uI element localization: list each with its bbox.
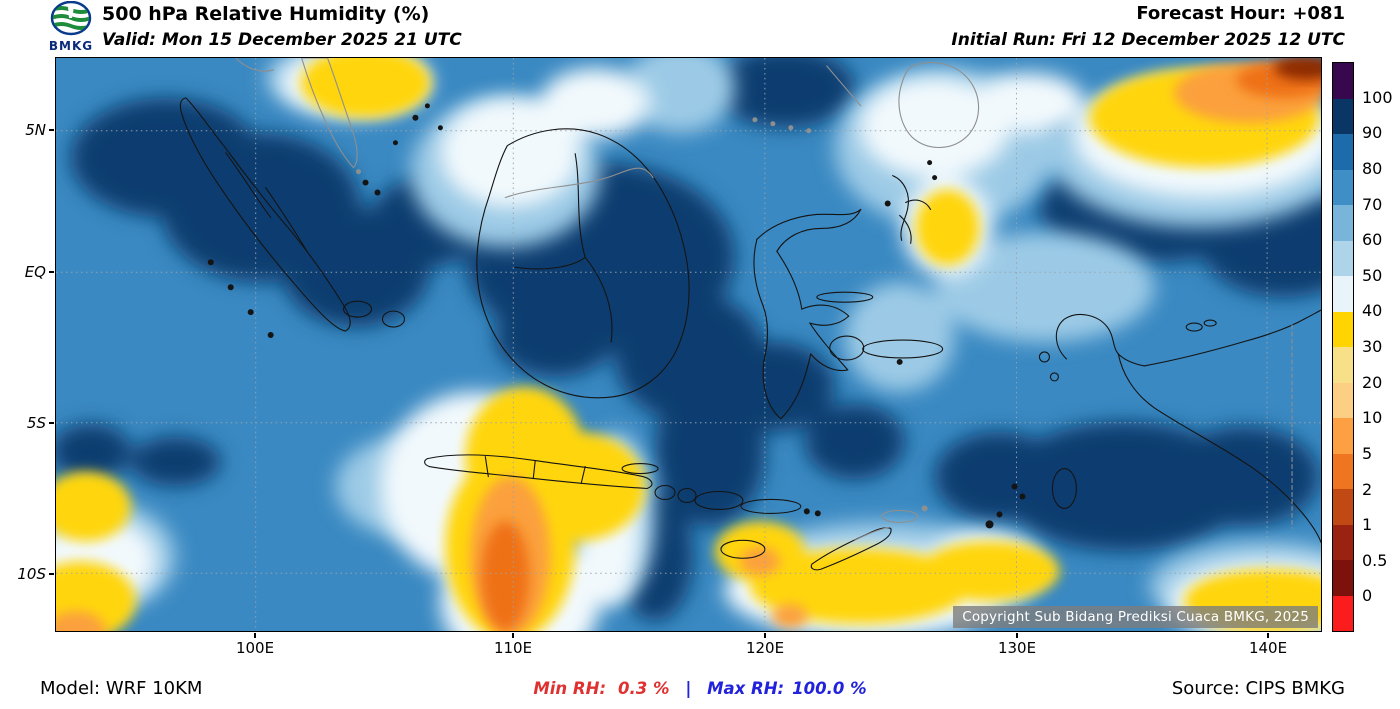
bmkg-logo-label: BMKG (48, 39, 94, 53)
coastlines-foreign (235, 58, 1293, 541)
initial-run: Initial Run: Fri 12 December 2025 12 UTC (951, 30, 1345, 50)
colorbar-segment (1333, 560, 1353, 596)
colorbar-tick-label: 80 (1362, 158, 1383, 178)
y-axis-label-5n: 5N (25, 121, 46, 139)
x-axis-label-140e: 140E (1248, 639, 1288, 657)
colorbar-tick-label: 0.5 (1362, 550, 1388, 570)
field-driest-core (1274, 58, 1321, 80)
colorbar-segment (1333, 347, 1353, 383)
colorbar-tick-label: 0 (1362, 586, 1373, 606)
colorbar-tick-label: 40 (1362, 301, 1383, 321)
forecast-hour: Forecast Hour: +081 (1136, 3, 1345, 24)
tick-mark (49, 422, 54, 424)
source-label: Source: CIPS BMKG (1171, 678, 1345, 699)
tick-mark (49, 573, 54, 575)
colorbar-segment (1333, 311, 1353, 347)
colorbar-segment (1333, 418, 1353, 454)
colorbar-segment (1333, 489, 1353, 525)
x-axis-label-130e: 130E (997, 639, 1037, 657)
colorbar-segment (1333, 205, 1353, 241)
model-label: Model: WRF 10KM (40, 678, 203, 699)
colorbar-segment (1333, 595, 1353, 631)
colorbar-tick-label: 1 (1362, 515, 1373, 535)
colorbar-segment (1333, 524, 1353, 560)
tick-mark (764, 633, 766, 638)
min-rh: Min RH: 0.3 % (533, 679, 669, 698)
minmax-stats: Min RH: 0.3 % | Max RH: 100.0 % (0, 679, 1400, 698)
humidity-map: Copyright Sub Bidang Prediksi Cuaca BMKG… (55, 57, 1322, 632)
tick-mark (49, 129, 54, 131)
tick-mark (1267, 633, 1269, 638)
colorbar-segment (1333, 453, 1353, 489)
x-axis-label-110e: 110E (493, 639, 533, 657)
tick-mark (512, 633, 514, 638)
tick-mark (254, 633, 256, 638)
max-rh: Max RH: 100.0 % (707, 679, 867, 698)
minmax-separator: | (685, 679, 692, 698)
colorbar-tick-label: 60 (1362, 230, 1383, 250)
colorbar-tick-label: 70 (1362, 194, 1383, 214)
coastlines-indonesia (179, 97, 1321, 571)
colorbar-tick-label: 30 (1362, 337, 1383, 356)
min-rh-label: Min RH: (533, 679, 607, 698)
valid-time: Valid: Mon 15 December 2025 21 UTC (102, 30, 462, 50)
humidity-field-svg (56, 58, 1321, 631)
colorbar-tick-label: 2 (1362, 479, 1373, 499)
bmkg-logo-icon (50, 0, 92, 36)
max-rh-value: 100.0 % (792, 679, 867, 698)
copyright-overlay: Copyright Sub Bidang Prediksi Cuaca BMKG… (953, 606, 1318, 628)
colorbar-tick-label: 10 (1362, 408, 1383, 428)
colorbar-strip (1332, 62, 1354, 632)
colorbar-segment (1333, 63, 1353, 99)
colorbar-tick-label: 50 (1362, 265, 1383, 285)
x-axis-label-120e: 120E (745, 639, 785, 657)
tick-mark (49, 271, 54, 273)
y-axis-label-eq: EQ (24, 263, 46, 281)
y-axis-label-5s: 5S (26, 414, 46, 432)
colorbar-segment (1333, 98, 1353, 134)
graticule (56, 58, 1321, 631)
colorbar-segment (1333, 240, 1353, 276)
colorbar-segment (1333, 134, 1353, 170)
colorbar-tick-label: 5 (1362, 443, 1373, 463)
colorbar-segment (1333, 169, 1353, 205)
colorbar-tick-label: 90 (1362, 123, 1383, 143)
x-axis-label-100e: 100E (235, 639, 275, 657)
colorbar-segment (1333, 276, 1353, 312)
min-rh-value: 0.3 % (618, 679, 670, 698)
colorbar-tick-label: 20 (1362, 372, 1383, 392)
page-title: 500 hPa Relative Humidity (%) (102, 3, 430, 25)
colorbar-segment (1333, 382, 1353, 418)
colorbar-tick-label: 100 (1362, 87, 1393, 107)
y-axis-label-10s: 10S (17, 565, 46, 583)
max-rh-label: Max RH: (707, 679, 785, 698)
colorbar-labels: 100 90 80 70 60 50 40 30 20 10 5 2 1 0.5 0 (1362, 62, 1400, 632)
tick-mark (1016, 633, 1018, 638)
bmkg-logo: BMKG (46, 0, 96, 53)
